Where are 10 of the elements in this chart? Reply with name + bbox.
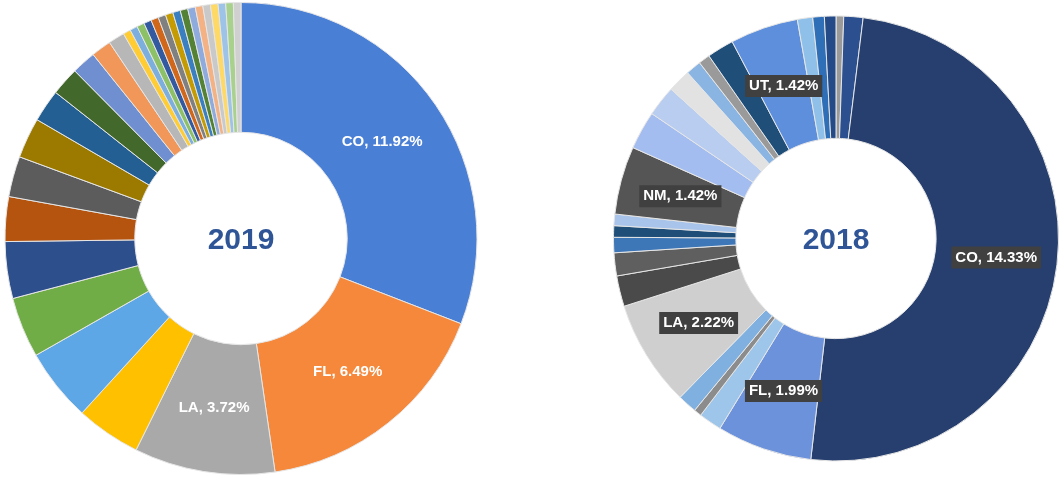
slice-label: LA, 2.22% bbox=[663, 313, 735, 331]
slice-label: FL, 6.49% bbox=[313, 362, 383, 380]
text: 2018 bbox=[802, 221, 870, 255]
slice-label: LA, 3.72% bbox=[178, 397, 250, 415]
slice-label: CO, 11.92% bbox=[341, 131, 423, 149]
slice-label: NM, 1.42% bbox=[643, 186, 718, 204]
text: 2019 bbox=[207, 221, 275, 255]
slice-label: FL, 1.99% bbox=[748, 381, 819, 399]
slice-label: UT, 1.42% bbox=[749, 76, 819, 94]
slice-label: CO, 14.33% bbox=[955, 247, 1038, 265]
